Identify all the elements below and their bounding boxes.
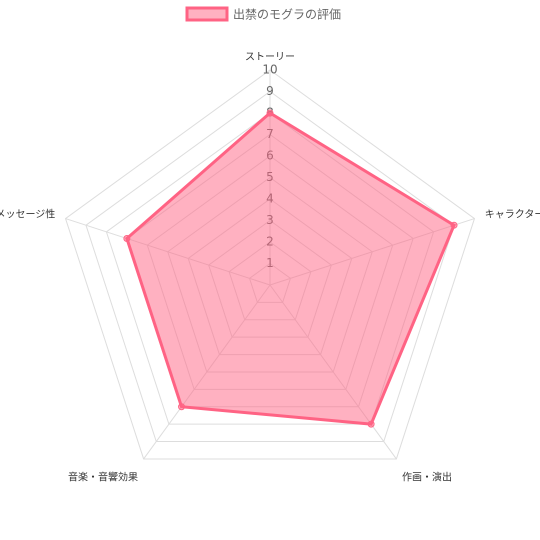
axis-label: 音楽・音響効果	[68, 470, 138, 483]
axis-label: ストーリー	[245, 52, 295, 63]
legend-swatch	[185, 6, 229, 22]
axis-label: メッセージ性	[0, 208, 55, 221]
grid-line	[64, 69, 476, 460]
r-tick-label: 10	[262, 63, 277, 77]
area	[125, 111, 456, 426]
point	[450, 221, 458, 229]
r-tick-label: 9	[266, 84, 274, 98]
grid-line	[85, 90, 455, 443]
axis-label: キャラクター	[485, 209, 540, 221]
point	[266, 109, 274, 117]
axis-label: 作画・演出	[402, 470, 452, 483]
point	[178, 403, 186, 411]
legend-label: 出禁のモグラの評価	[233, 7, 341, 22]
point	[367, 420, 375, 428]
point	[123, 234, 131, 242]
